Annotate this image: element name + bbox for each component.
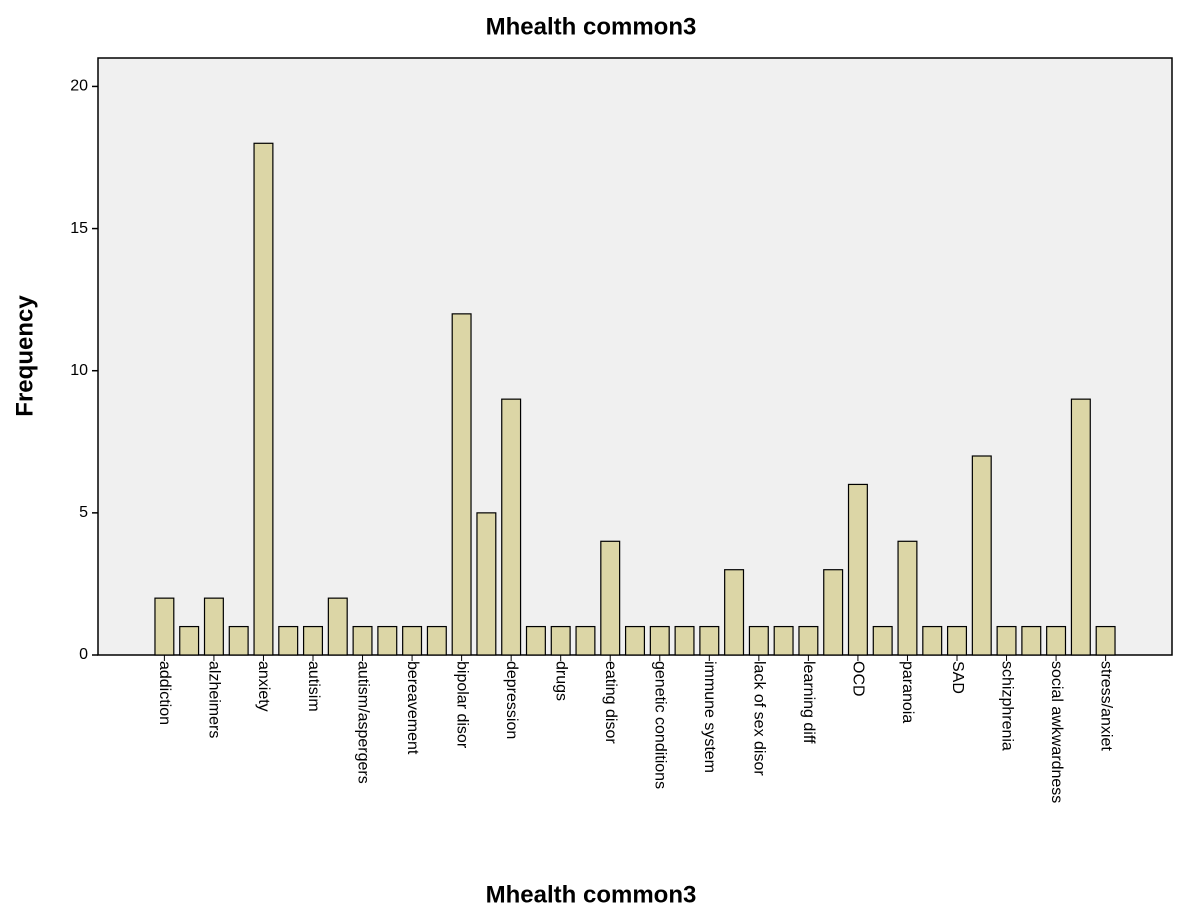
bar xyxy=(773,625,794,656)
x-tick-label: SAD xyxy=(949,661,966,694)
bar xyxy=(278,625,299,656)
bar xyxy=(203,597,224,656)
plot-area xyxy=(97,57,1173,656)
bar xyxy=(1070,398,1091,656)
bar xyxy=(699,625,720,656)
bar xyxy=(649,625,670,656)
x-tick-label: stress/anxiet xyxy=(1097,661,1114,751)
bar xyxy=(624,625,646,656)
bar xyxy=(724,569,745,656)
y-tick-label: 20 xyxy=(70,78,88,95)
y-tick-label: 0 xyxy=(79,646,88,663)
bar xyxy=(179,625,200,656)
x-tick-label: paranoia xyxy=(899,661,916,723)
bar xyxy=(847,483,868,656)
y-tick-label: 10 xyxy=(70,362,88,379)
bar xyxy=(1095,625,1116,656)
bar xyxy=(872,625,893,656)
bar xyxy=(1021,625,1042,656)
bar xyxy=(897,540,918,656)
bar xyxy=(823,569,844,656)
x-tick-label: eating disor xyxy=(602,661,619,744)
x-tick-label: autisim xyxy=(305,661,322,712)
bar xyxy=(550,625,571,656)
x-tick-label: bipolar disor xyxy=(453,661,470,749)
bar xyxy=(476,512,497,656)
x-tick-label: immune system xyxy=(701,661,718,773)
bar xyxy=(575,625,596,656)
bar xyxy=(302,625,324,656)
x-tick-label: genetic conditions xyxy=(652,661,669,789)
bar xyxy=(798,625,819,656)
x-tick-label: alzheimers xyxy=(206,661,223,738)
bar xyxy=(451,313,472,656)
bar xyxy=(1046,625,1067,656)
bar xyxy=(501,398,522,656)
chart-title: Mhealth common3 xyxy=(486,13,697,40)
bar xyxy=(748,625,769,656)
x-tick-label: OCD xyxy=(850,661,867,697)
x-tick-label: anxiety xyxy=(255,661,272,712)
x-tick-label: social awkwardness xyxy=(1048,661,1065,803)
y-axis-label: Frequency xyxy=(11,295,38,417)
y-tick-label: 15 xyxy=(70,220,88,237)
bar xyxy=(971,455,992,656)
bar xyxy=(327,597,348,656)
bar xyxy=(228,625,249,656)
bar xyxy=(946,625,968,656)
x-axis-label: Mhealth common3 xyxy=(486,881,697,908)
bar xyxy=(154,597,175,656)
y-tick-label: 5 xyxy=(79,504,88,521)
x-tick-label: lack of sex disor xyxy=(751,661,768,776)
bar xyxy=(600,540,621,656)
bar xyxy=(996,625,1017,656)
x-tick-label: drugs xyxy=(552,661,569,701)
x-tick-label: addiction xyxy=(156,661,173,725)
x-tick-label: depression xyxy=(503,661,520,739)
bar xyxy=(674,625,695,656)
bar xyxy=(922,625,943,656)
x-tick-label: bereavement xyxy=(404,661,421,755)
x-tick-label: schizphrenia xyxy=(998,661,1015,751)
x-tick-label: autism/aspergers xyxy=(354,661,371,784)
bar xyxy=(525,625,546,656)
bar xyxy=(253,142,274,656)
bar xyxy=(352,625,373,656)
bar xyxy=(402,625,423,656)
bar xyxy=(377,625,398,656)
x-tick-label: learning diff xyxy=(800,661,817,744)
bar xyxy=(426,625,447,656)
